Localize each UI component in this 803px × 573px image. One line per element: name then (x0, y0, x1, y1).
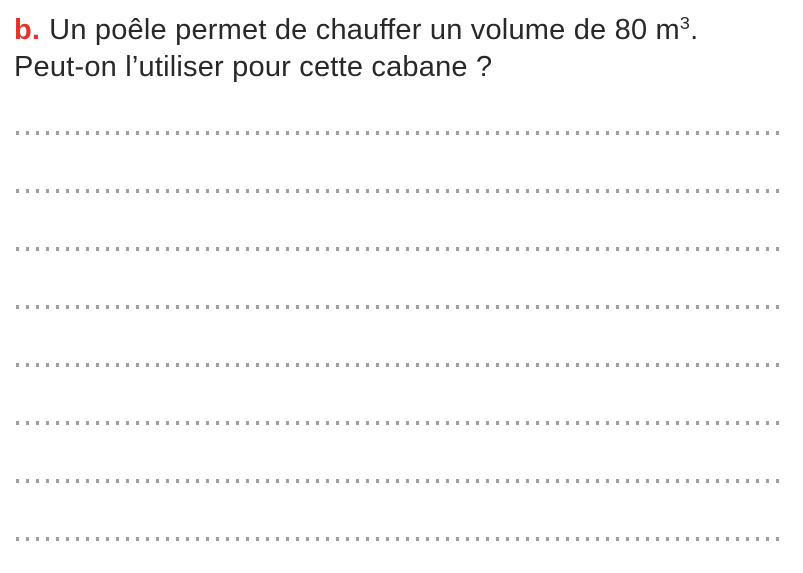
answer-line (16, 305, 779, 309)
question-sentence-1-period: . (690, 14, 699, 46)
answer-line (16, 479, 779, 483)
question-sentence-2: Peut-on l’utiliser pour cette cabane ? (14, 51, 493, 83)
answer-line (16, 421, 779, 425)
question-text: b. Un poêle permet de chauffer un volume … (14, 12, 797, 86)
answer-line (16, 247, 779, 251)
answer-line (16, 363, 779, 367)
superscript-exponent: 3 (679, 13, 691, 34)
answer-line (16, 189, 779, 193)
question-label: b. (14, 14, 41, 46)
answer-line (16, 131, 779, 135)
question-sentence-1: Un poêle permet de chauffer un volume de… (49, 14, 680, 46)
answer-line (16, 537, 779, 541)
